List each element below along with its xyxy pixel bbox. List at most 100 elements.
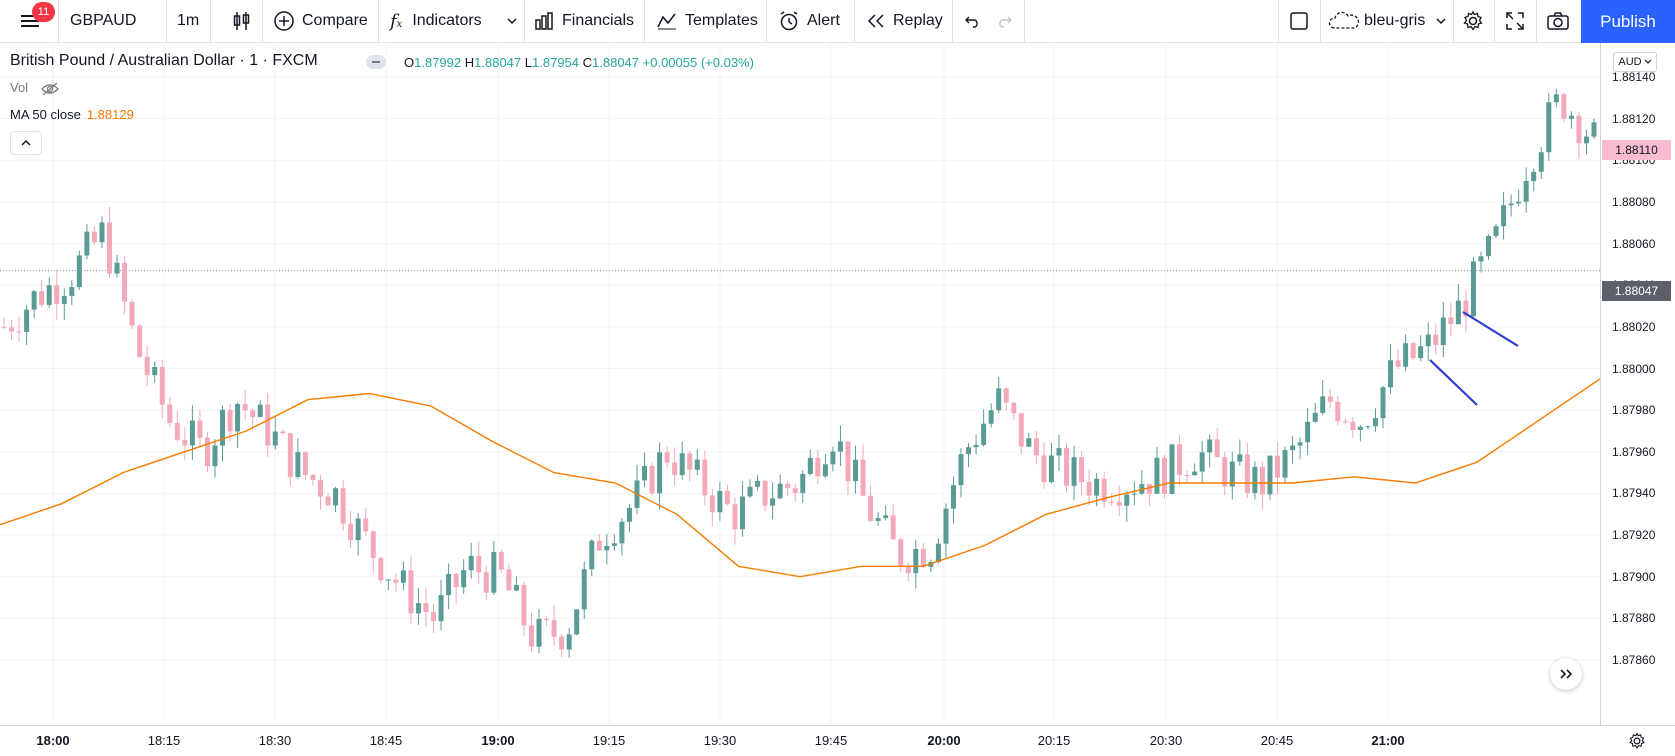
candle-body-down [378,558,384,581]
candle-body-up [1229,461,1235,487]
candle-body-up [973,444,979,448]
candle-body-up [333,488,339,506]
price-tick-label: 1.88140 [1612,70,1656,84]
candle-body-up [642,465,648,481]
axis-settings-button[interactable] [1628,732,1646,750]
publish-button[interactable]: Publish [1581,0,1675,43]
ma-value: 1.88129 [86,107,134,122]
candle-body-up [1516,201,1522,204]
alert-button[interactable]: Alert [778,0,840,42]
currency-label: AUD [1618,56,1642,68]
currency-selector[interactable]: AUD [1613,52,1657,72]
candle-body-down [672,462,678,476]
price-tick-label: 1.88080 [1612,194,1656,209]
candle-body-up [46,285,52,305]
double-chevron-right-icon [1558,668,1574,680]
legend-more-button[interactable] [366,55,386,69]
financials-label: Financials [562,12,635,29]
candle-body-down [868,495,874,521]
indicators-dropdown[interactable] [500,0,524,42]
settings-button[interactable] [1462,0,1484,42]
candle-body-up [988,410,994,424]
chevron-up-icon [20,139,32,147]
symbol-legend-title[interactable]: British Pound / Australian Dollar · 1 · … [10,52,318,69]
candle-body-down [1109,501,1115,503]
candle-body-down [39,291,45,305]
financials-button[interactable]: Financials [534,0,634,42]
candle-body-up [1131,493,1137,495]
candle-body-up [717,490,723,513]
candle-body-up [1388,360,1394,388]
candle-body-down [423,603,429,613]
candle-body-down [1222,457,1228,487]
candle-body-down [159,366,165,405]
time-tick-label: 20:30 [1149,733,1183,748]
candle-body-down [649,465,655,494]
candle-body-down [1342,421,1348,423]
interval-label: 1m [177,12,200,29]
eye-off-icon[interactable] [40,82,60,96]
candle-body-up [1568,115,1574,119]
candle-body-up [99,222,105,243]
candle-body-down [724,490,730,505]
menu-button[interactable] [12,0,48,42]
price-chart[interactable] [0,43,1600,725]
fullscreen-toggle-button[interactable] [1288,0,1310,42]
expand-icon [1505,11,1525,31]
candle-body-down [204,437,210,467]
time-tick-label: 20:45 [1260,733,1294,748]
candle-body-down [122,262,128,302]
ma-legend[interactable]: MA 50 close 1.88129 [10,107,134,122]
indicators-button[interactable]: fx Indicators [390,0,482,42]
candle-body-up [807,457,813,474]
candle-body-down [1214,439,1220,458]
candle-body-down [182,439,188,446]
time-tick-label: 18:15 [147,733,181,748]
plus-circle-icon [273,10,295,32]
notification-badge: 11 [32,2,55,22]
compare-button[interactable]: Compare [273,0,368,42]
candle-body-up [800,473,806,493]
candle-body-down [408,570,414,614]
candle-body-down [664,452,670,463]
scroll-to-realtime-button[interactable] [1550,658,1582,690]
candle-body-down [1011,402,1017,414]
close-value: 1.88047 [592,55,640,70]
candle-body-up [212,445,218,467]
candle-body-up [1425,334,1431,347]
hamburger-icon [19,12,41,30]
candle-body-down [483,572,489,593]
expand-button[interactable] [1504,0,1526,42]
volume-legend[interactable]: Vol [10,80,60,96]
candle-body-down [197,420,203,438]
candle-body-up [1591,122,1597,137]
interval-button[interactable]: 1m [177,0,199,42]
candle-body-down [1327,396,1333,402]
layout-button[interactable]: bleu-gris [1328,0,1447,42]
candle-body-up [566,634,572,650]
candle-body-up [513,584,519,591]
candle-body-down [1335,401,1341,422]
candle-body-down [1079,457,1085,483]
candle-body-down [845,441,851,482]
symbol-search-button[interactable]: GBPAUD [70,0,136,42]
candle-body-up [928,561,934,567]
snapshot-button[interactable] [1546,0,1570,42]
replay-button[interactable]: Replay [866,0,943,42]
candle-body-down [1576,115,1582,144]
candle-body-down [898,539,904,567]
chart-type-button[interactable] [232,0,252,42]
candle-body-down [167,404,173,423]
candle-body-down [1041,455,1047,483]
redo-button[interactable] [993,0,1015,42]
templates-button[interactable]: Templates [656,0,758,42]
time-tick-label: 19:15 [592,733,626,748]
candle-body-up [1252,466,1258,494]
candle-body-up [491,552,497,593]
collapse-legend-button[interactable] [10,131,42,155]
candle-body-down [1161,457,1167,494]
candle-body-down [174,422,180,440]
undo-button[interactable] [962,0,984,42]
candle-body-down [393,579,399,583]
candle-body-up [1583,136,1589,144]
